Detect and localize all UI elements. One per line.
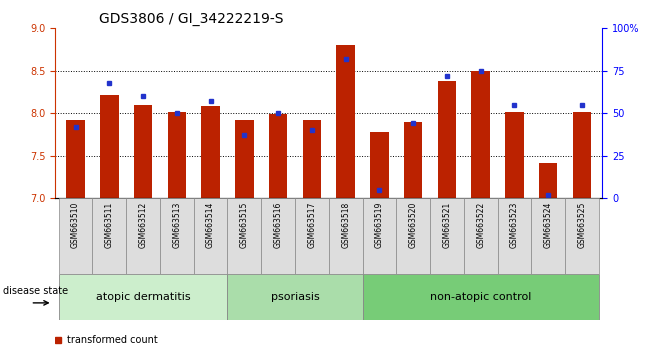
Text: disease state: disease state — [3, 286, 68, 296]
Bar — [92, 198, 126, 274]
Text: transformed count: transformed count — [67, 335, 158, 345]
Bar — [227, 274, 363, 320]
Bar — [363, 198, 396, 274]
Text: GSM663511: GSM663511 — [105, 202, 114, 248]
Text: GSM663514: GSM663514 — [206, 202, 215, 249]
Bar — [396, 198, 430, 274]
Text: GSM663521: GSM663521 — [443, 202, 451, 248]
Text: GSM663524: GSM663524 — [544, 202, 553, 249]
Text: atopic dermatitis: atopic dermatitis — [96, 292, 190, 302]
Text: GSM663519: GSM663519 — [375, 202, 384, 249]
Bar — [370, 132, 389, 198]
Bar — [295, 198, 329, 274]
Text: non-atopic control: non-atopic control — [430, 292, 531, 302]
Text: GSM663522: GSM663522 — [476, 202, 485, 248]
Text: psoriasis: psoriasis — [271, 292, 320, 302]
Bar — [573, 112, 591, 198]
Bar — [337, 45, 355, 198]
Bar — [269, 114, 287, 198]
Bar — [235, 120, 254, 198]
Bar — [227, 198, 261, 274]
Text: GSM663518: GSM663518 — [341, 202, 350, 248]
Bar — [261, 198, 295, 274]
Bar — [59, 274, 227, 320]
Bar — [437, 81, 456, 198]
Text: GSM663520: GSM663520 — [409, 202, 418, 249]
Bar — [201, 107, 220, 198]
Text: GSM663512: GSM663512 — [139, 202, 148, 248]
Bar — [303, 120, 321, 198]
Bar — [565, 198, 599, 274]
Bar — [505, 112, 523, 198]
Bar — [497, 198, 531, 274]
Bar — [430, 198, 464, 274]
Bar — [100, 95, 118, 198]
Text: GSM663513: GSM663513 — [173, 202, 182, 249]
Bar — [167, 113, 186, 198]
Text: GSM663517: GSM663517 — [307, 202, 316, 249]
Bar — [404, 122, 422, 198]
Text: GSM663523: GSM663523 — [510, 202, 519, 249]
Bar — [464, 198, 497, 274]
Text: GSM663510: GSM663510 — [71, 202, 80, 249]
Bar — [531, 198, 565, 274]
Bar — [160, 198, 194, 274]
Bar — [194, 198, 227, 274]
Bar — [363, 274, 599, 320]
Bar — [539, 162, 557, 198]
Bar — [471, 71, 490, 198]
Text: GSM663525: GSM663525 — [577, 202, 587, 249]
Bar — [329, 198, 363, 274]
Text: GSM663515: GSM663515 — [240, 202, 249, 249]
Bar — [66, 120, 85, 198]
Bar — [126, 198, 160, 274]
Text: GDS3806 / GI_34222219-S: GDS3806 / GI_34222219-S — [99, 12, 284, 26]
Bar — [59, 198, 92, 274]
Text: GSM663516: GSM663516 — [273, 202, 283, 249]
Bar — [134, 105, 152, 198]
